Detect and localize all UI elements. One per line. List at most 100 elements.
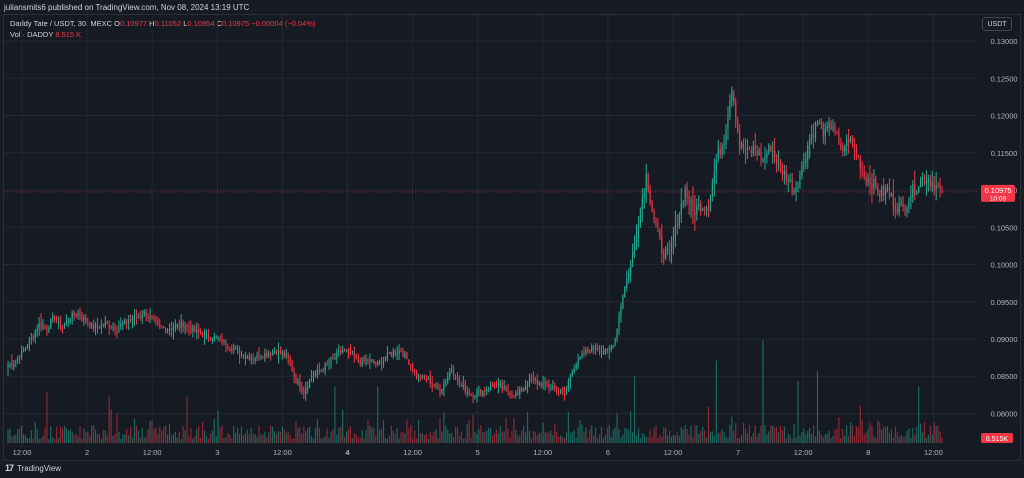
volume-bar	[112, 435, 114, 443]
volume-bar	[419, 433, 422, 443]
candle-body	[44, 326, 46, 328]
candle-body	[768, 144, 770, 153]
volume-bar	[606, 427, 608, 443]
candle-body	[244, 356, 246, 359]
candle-body	[742, 144, 745, 150]
candle-body	[32, 336, 34, 339]
volume-bar	[392, 431, 394, 443]
volume-bar	[497, 433, 499, 443]
volume-bar	[855, 426, 857, 443]
candle-body	[647, 174, 649, 192]
candle-body	[186, 325, 188, 327]
candle-body	[610, 346, 612, 350]
candle-body	[215, 337, 217, 339]
volume-bar	[61, 428, 64, 443]
candle-body	[571, 371, 573, 375]
candle-body	[626, 278, 628, 289]
candle-body	[581, 353, 583, 356]
volume-bar	[879, 422, 881, 443]
volume-legend: Vol · DADDY 8.515 K	[10, 30, 81, 39]
candle-body	[598, 348, 601, 352]
candle-body	[729, 101, 731, 117]
volume-bar	[176, 437, 178, 443]
candle-body	[781, 166, 784, 176]
candle-body	[789, 179, 791, 181]
volume-bar	[663, 426, 665, 443]
candle-body	[437, 384, 439, 389]
candle-body	[453, 371, 455, 376]
volume-bar	[709, 431, 712, 443]
candle-body	[468, 390, 470, 395]
candle-body	[486, 389, 488, 392]
volume-bar	[322, 437, 324, 443]
volume-bar	[198, 425, 200, 443]
candle-body	[540, 383, 542, 387]
volume-bar	[71, 431, 73, 443]
volume-bar	[509, 437, 511, 443]
volume-bar	[649, 429, 651, 443]
volume-bar	[565, 432, 568, 443]
volume-bar	[207, 438, 210, 443]
volume-bar	[303, 426, 305, 443]
volume-bar	[558, 436, 560, 443]
candle-body	[659, 229, 661, 238]
volume-bar	[571, 431, 573, 443]
volume-tag-value: 8.515K	[986, 436, 1009, 443]
volume-bar	[861, 420, 863, 443]
volume-bar	[314, 428, 317, 443]
footer: 17 TradingView	[5, 463, 61, 473]
candle-body	[277, 349, 280, 355]
volume-bar	[704, 430, 706, 443]
volume-bar	[417, 419, 420, 443]
volume-bar	[630, 411, 632, 443]
volume-bar	[925, 437, 928, 443]
candle-body	[883, 185, 885, 196]
candle-body	[166, 329, 169, 333]
candle-body	[287, 354, 289, 357]
candle-body	[425, 379, 427, 381]
volume-bar	[398, 438, 400, 443]
volume-bar	[281, 426, 283, 443]
candle-body	[178, 325, 180, 327]
volume-label[interactable]: Vol · DADDY	[10, 30, 54, 39]
candle-body	[194, 326, 196, 332]
currency-button[interactable]: USDT	[982, 17, 1012, 31]
candle-body	[690, 200, 692, 204]
volume-bar	[647, 437, 649, 443]
volume-bar	[122, 434, 124, 443]
volume-bar	[22, 433, 25, 443]
price-tick-label: 0.10000	[990, 261, 1017, 270]
candle-body	[517, 392, 519, 395]
volume-bar	[777, 432, 780, 443]
volume-bar	[935, 425, 937, 443]
volume-bar	[896, 432, 898, 443]
time-tick-label: 12:00	[924, 448, 943, 457]
volume-bar	[902, 436, 904, 443]
candle-body	[338, 351, 340, 353]
volume-bar	[44, 427, 46, 443]
volume-bar	[375, 436, 377, 443]
candle-body	[439, 389, 441, 394]
candle-body	[235, 347, 237, 349]
volume-bar	[437, 438, 439, 443]
volume-bar	[201, 421, 204, 443]
candle-body	[412, 364, 414, 371]
volume-bar	[474, 431, 476, 443]
candle-body	[834, 126, 836, 132]
volume-bar	[760, 425, 762, 443]
change-value: −0.00004 (−0.04%)	[251, 19, 316, 28]
volume-bar	[534, 431, 536, 443]
candle-body	[384, 357, 387, 361]
candle-body	[93, 324, 95, 330]
candle-body	[54, 317, 56, 320]
open-value: 0.10977	[119, 19, 148, 28]
volume-bar	[421, 433, 424, 443]
candle-body	[534, 377, 536, 381]
candle-body	[558, 391, 560, 393]
volume-bar	[602, 438, 605, 443]
volume-bar	[11, 436, 13, 443]
candle-body	[665, 248, 667, 259]
candle-body	[530, 376, 533, 380]
symbol-label[interactable]: Daddy Tate / USDT, 30, MEXC	[10, 19, 112, 28]
